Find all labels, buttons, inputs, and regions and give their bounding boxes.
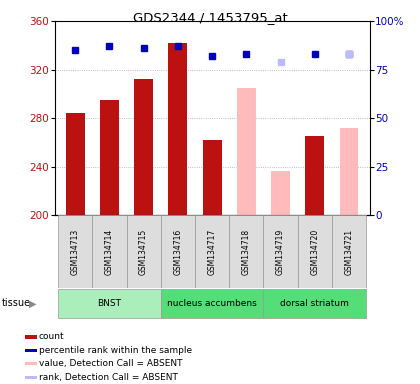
Bar xyxy=(305,136,324,215)
Text: percentile rank within the sample: percentile rank within the sample xyxy=(39,346,192,355)
Text: value, Detection Call = ABSENT: value, Detection Call = ABSENT xyxy=(39,359,182,368)
Text: GSM134720: GSM134720 xyxy=(310,228,319,275)
Bar xyxy=(25,335,37,339)
Bar xyxy=(332,215,366,288)
Bar xyxy=(25,376,37,379)
Bar xyxy=(58,215,92,288)
Bar xyxy=(195,215,229,288)
Text: dorsal striatum: dorsal striatum xyxy=(281,299,349,308)
Bar xyxy=(271,171,290,215)
Text: count: count xyxy=(39,333,65,341)
Text: nucleus accumbens: nucleus accumbens xyxy=(167,299,257,308)
Text: GSM134715: GSM134715 xyxy=(139,228,148,275)
Text: GSM134718: GSM134718 xyxy=(242,228,251,275)
Text: ▶: ▶ xyxy=(29,298,36,308)
Bar xyxy=(126,215,161,288)
Bar xyxy=(92,215,126,288)
Bar xyxy=(161,215,195,288)
Text: GSM134716: GSM134716 xyxy=(173,228,182,275)
Bar xyxy=(134,79,153,215)
Text: GSM134721: GSM134721 xyxy=(344,228,354,275)
Bar xyxy=(298,215,332,288)
Bar xyxy=(25,362,37,366)
Bar xyxy=(58,289,161,318)
Bar xyxy=(66,113,84,215)
Bar xyxy=(263,289,366,318)
Text: GSM134717: GSM134717 xyxy=(207,228,217,275)
Bar xyxy=(263,215,298,288)
Bar xyxy=(25,349,37,352)
Text: BNST: BNST xyxy=(97,299,121,308)
Bar xyxy=(100,100,119,215)
Bar xyxy=(340,128,359,215)
Text: GSM134714: GSM134714 xyxy=(105,228,114,275)
Bar xyxy=(161,289,263,318)
Text: GDS2344 / 1453795_at: GDS2344 / 1453795_at xyxy=(133,12,287,25)
Bar xyxy=(168,43,187,215)
Text: GSM134713: GSM134713 xyxy=(71,228,80,275)
Text: tissue: tissue xyxy=(2,298,31,308)
Text: rank, Detection Call = ABSENT: rank, Detection Call = ABSENT xyxy=(39,373,178,382)
Bar xyxy=(203,140,221,215)
Bar xyxy=(237,88,256,215)
Bar xyxy=(229,215,263,288)
Text: GSM134719: GSM134719 xyxy=(276,228,285,275)
